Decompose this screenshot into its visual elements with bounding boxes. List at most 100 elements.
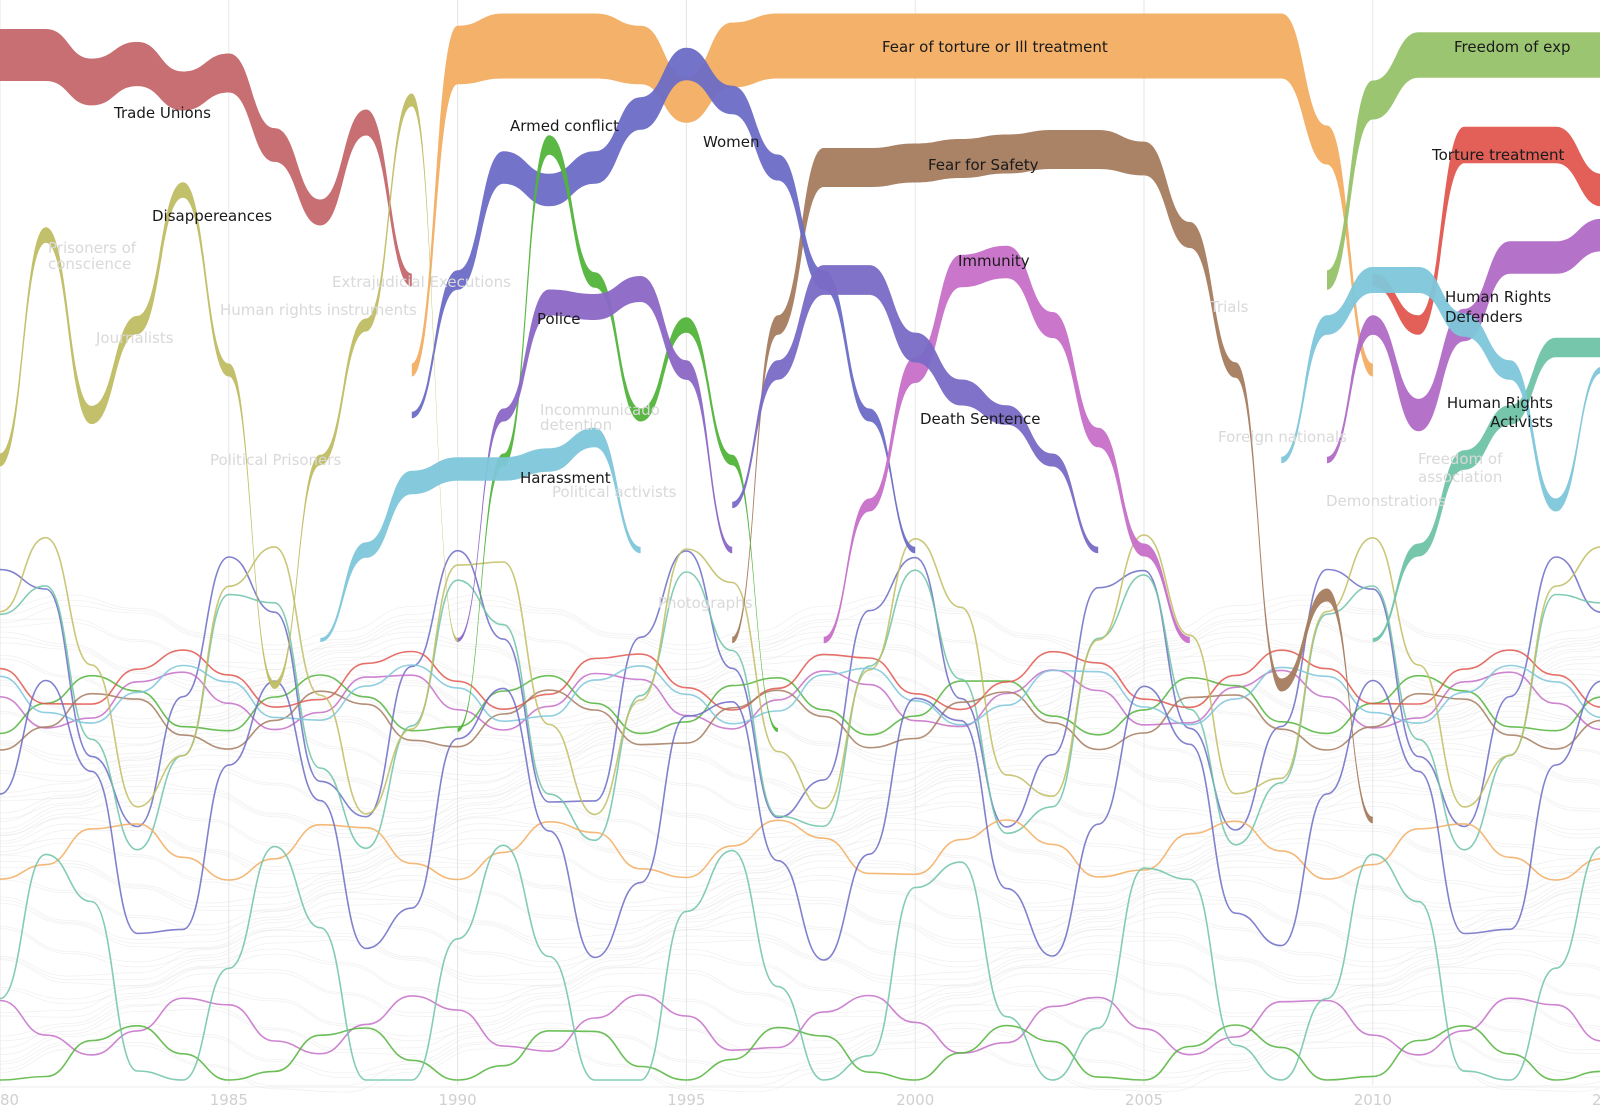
faint-thread xyxy=(0,631,1600,683)
faint-thread xyxy=(0,754,1600,802)
faint-thread xyxy=(0,727,1600,777)
x-tick-label: 2010 xyxy=(1354,1091,1392,1109)
x-tick-label: 2000 xyxy=(896,1091,934,1109)
faint-thread xyxy=(0,866,1600,912)
topic-label: Fear for Safety xyxy=(928,156,1039,174)
faint-thread xyxy=(0,748,1600,798)
x-tick-label: 20 xyxy=(1592,1091,1600,1109)
faint-thread xyxy=(0,742,1600,794)
topic-thread xyxy=(0,674,1600,736)
x-tick-label: 2005 xyxy=(1125,1091,1163,1109)
faint-thread xyxy=(0,854,1600,904)
topic-label: Defenders xyxy=(1445,308,1523,326)
topic-ribbon[interactable] xyxy=(1327,218,1600,464)
topic-ribbon[interactable] xyxy=(457,276,733,642)
topic-thread xyxy=(0,669,1600,731)
x-tick-label: 1980 xyxy=(0,1091,19,1109)
faint-thread xyxy=(0,911,1600,963)
faint-thread xyxy=(0,785,1600,835)
faint-thread xyxy=(0,1027,1600,1079)
faint-thread xyxy=(0,791,1600,839)
topic-thread xyxy=(0,664,1600,726)
faded-topic-label: conscience xyxy=(48,255,131,273)
faint-thread xyxy=(0,842,1600,894)
faint-thread xyxy=(0,768,1600,820)
topic-thread xyxy=(0,819,1600,881)
topic-thread xyxy=(0,994,1600,1056)
faint-thread xyxy=(0,837,1600,888)
faded-topic-label: Trials xyxy=(1209,298,1249,316)
topic-label: Disappereances xyxy=(152,207,272,225)
faint-thread xyxy=(0,953,1600,1005)
faint-thread xyxy=(0,972,1600,1018)
faded-topic-label: Photographs xyxy=(658,594,753,612)
faint-thread xyxy=(0,764,1600,814)
topic-ribbon[interactable] xyxy=(1281,267,1600,512)
topic-label: Women xyxy=(703,133,759,151)
faint-thread xyxy=(0,705,1600,757)
x-tick-label: 1990 xyxy=(439,1091,477,1109)
topic-label: Death Sentence xyxy=(920,410,1040,428)
faint-thread xyxy=(0,1022,1600,1074)
topic-thread xyxy=(0,649,1600,711)
topic-ribbon[interactable] xyxy=(732,130,1373,824)
faint-thread xyxy=(0,618,1600,664)
faint-thread xyxy=(0,732,1600,782)
background-threads xyxy=(0,534,1600,1093)
topic-label: Police xyxy=(537,310,581,328)
faded-topic-label: Journalists xyxy=(95,329,174,347)
faint-thread xyxy=(0,1041,1600,1087)
faint-thread xyxy=(0,710,1600,762)
topic-label: Armed conflict xyxy=(510,117,619,135)
topic-thread xyxy=(0,844,1600,1081)
x-axis-ticks: 1980 1985 1990 1995 2000 2005 2010 20 xyxy=(0,1091,1600,1109)
x-tick-label: 1985 xyxy=(210,1091,248,1109)
topic-label: Freedom of exp xyxy=(1454,38,1571,56)
faint-thread xyxy=(0,822,1600,872)
faint-thread xyxy=(0,916,1600,968)
faint-thread xyxy=(0,897,1600,945)
topic-label: Immunity xyxy=(958,252,1030,270)
faded-topic-label: Prisoners of xyxy=(48,239,137,257)
topic-label: Trade Unions xyxy=(113,104,211,122)
faint-thread xyxy=(0,599,1600,651)
faint-thread xyxy=(0,879,1600,931)
topic-ribbon[interactable] xyxy=(1372,126,1600,335)
topic-thread xyxy=(0,549,1600,831)
faint-thread xyxy=(0,691,1600,739)
faint-thread xyxy=(0,1008,1600,1056)
topic-ribbon[interactable] xyxy=(0,29,412,287)
faint-thread xyxy=(0,805,1600,857)
faded-topic-label: Political Prisoners xyxy=(210,451,341,469)
faded-topic-label: Foreign nationals xyxy=(1218,428,1347,446)
faded-topic-label: Human rights instruments xyxy=(220,301,417,319)
topic-ribbon[interactable] xyxy=(320,427,641,642)
topic-ribbon[interactable] xyxy=(457,135,778,733)
topic-thread xyxy=(0,569,1600,851)
faded-topic-label: Political activists xyxy=(552,483,677,501)
topic-ribbon[interactable] xyxy=(1327,32,1600,290)
faint-thread xyxy=(0,636,1600,688)
faded-topic-label: detention xyxy=(540,416,612,434)
faint-thread xyxy=(0,928,1600,978)
faint-thread xyxy=(0,673,1600,725)
topic-thread xyxy=(0,534,1600,816)
topic-label: Human Rights xyxy=(1447,394,1553,412)
faint-thread xyxy=(0,654,1600,702)
faint-thread xyxy=(0,860,1600,908)
faint-thread xyxy=(0,695,1600,745)
topic-label: Fear of torture or Ill treatment xyxy=(882,38,1108,56)
topic-thread xyxy=(0,1024,1600,1081)
topic-ribbon[interactable] xyxy=(411,13,1373,377)
faint-thread xyxy=(0,604,1600,656)
faded-topic-label: Extrajudicial Executions xyxy=(332,273,511,291)
topic-ribbon[interactable] xyxy=(823,245,1190,644)
topic-label: Torture treatment xyxy=(1431,146,1565,164)
faint-thread xyxy=(0,801,1600,851)
x-tick-label: 1995 xyxy=(667,1091,705,1109)
faint-thread xyxy=(0,1003,1600,1051)
faint-thread xyxy=(0,594,1600,646)
faint-thread xyxy=(0,935,1600,981)
